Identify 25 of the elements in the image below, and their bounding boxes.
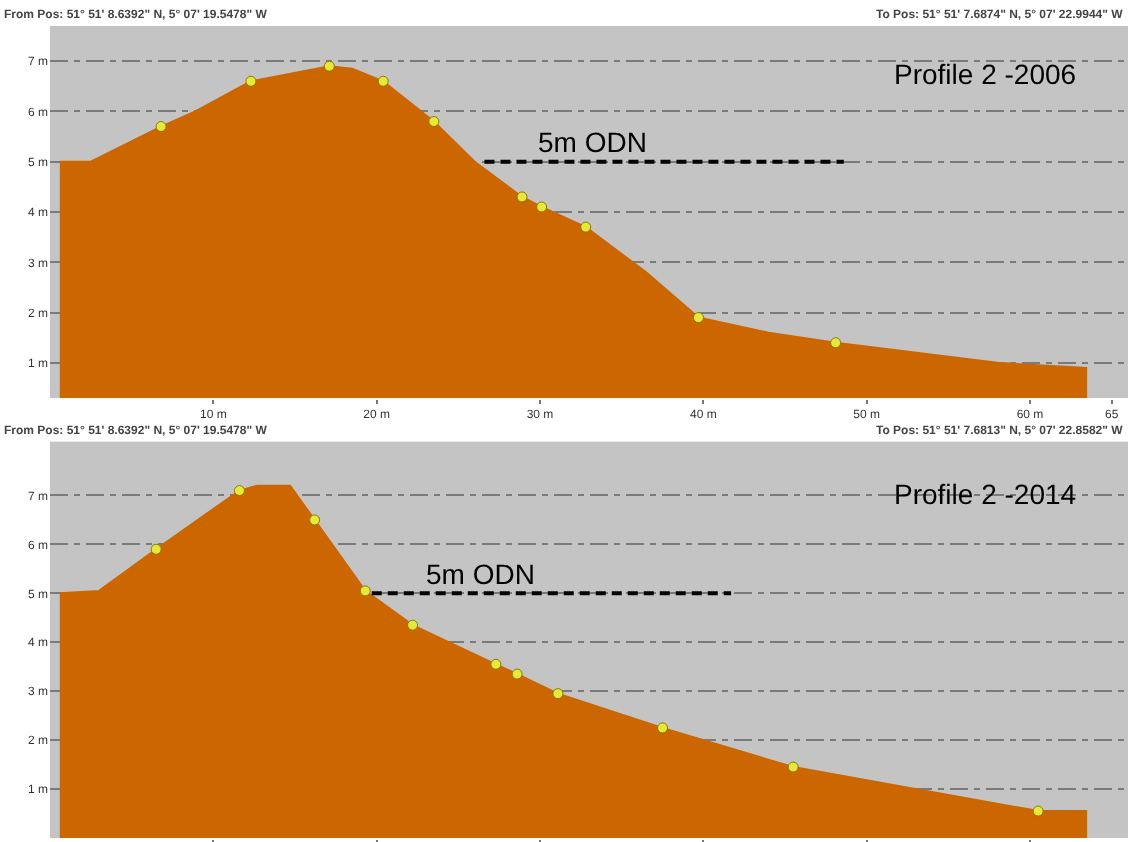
series-label: 5m ODN: [538, 126, 647, 158]
point: [155, 121, 167, 133]
point: [657, 722, 668, 734]
point: [490, 658, 502, 670]
point: [428, 116, 440, 128]
point: [1032, 805, 1044, 817]
text: Profile 2 -2014: [894, 478, 1077, 510]
point: [233, 485, 245, 497]
point: [552, 688, 564, 700]
point: [516, 191, 528, 203]
point: [692, 312, 704, 324]
point: [536, 201, 548, 213]
point: [150, 543, 162, 555]
point: [245, 75, 257, 87]
point: [309, 514, 321, 526]
text: Profile 2 -2006: [894, 58, 1077, 90]
point: [511, 668, 523, 680]
series-label: 5m ODN: [426, 558, 535, 590]
point: [787, 761, 799, 773]
point: [359, 585, 371, 597]
point: [830, 337, 842, 349]
point: [580, 221, 592, 233]
point: [407, 619, 419, 631]
point: [377, 75, 389, 87]
point: [323, 60, 335, 72]
